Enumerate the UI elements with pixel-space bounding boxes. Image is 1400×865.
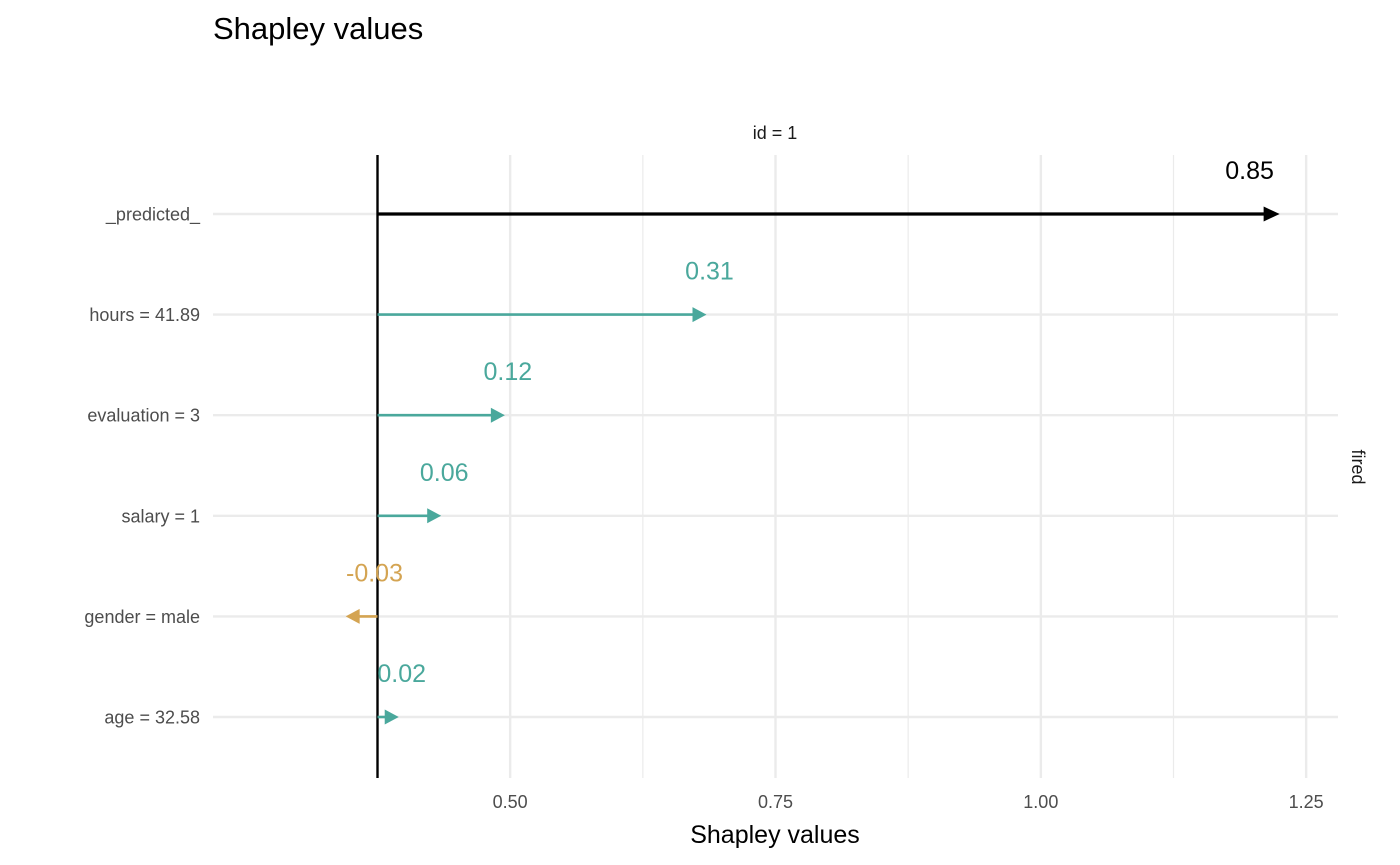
arrow-head-4 [345, 608, 360, 624]
y-tick-label: _predicted_ [105, 205, 201, 226]
y-tick-label: evaluation = 3 [87, 406, 200, 426]
y-tick-label: salary = 1 [121, 506, 200, 526]
arrow-head-1 [692, 307, 707, 323]
x-tick-label: 0.50 [493, 792, 528, 812]
facet-strip-label: id = 1 [753, 123, 798, 143]
y-tick-label: age = 32.58 [104, 708, 200, 728]
arrow-head-5 [384, 709, 399, 725]
arrow-head-3 [427, 508, 442, 524]
x-tick-label: 1.25 [1289, 792, 1324, 812]
data-label: 0.12 [484, 358, 533, 386]
plot-panel: 0.50 0.75 1.00 1.25 _predicted_ 0.85 hours = 4… [84, 155, 1338, 812]
arrow-head-2 [490, 407, 505, 423]
data-label: 0.02 [377, 660, 426, 688]
x-tick-label: 1.00 [1023, 792, 1058, 812]
arrow-head-0 [1263, 206, 1280, 222]
data-label: 0.31 [685, 258, 734, 286]
data-label: 0.06 [420, 459, 469, 487]
data-label: -0.03 [346, 559, 403, 587]
y-tick-label: gender = male [84, 607, 200, 627]
chart-title: Shapley values [213, 11, 423, 46]
data-label: 0.85 [1225, 157, 1274, 185]
x-axis-title: Shapley values [690, 821, 860, 849]
side-strip-label: fired [1348, 449, 1368, 484]
y-tick-label: hours = 41.89 [89, 305, 200, 325]
x-tick-label: 0.75 [758, 792, 793, 812]
